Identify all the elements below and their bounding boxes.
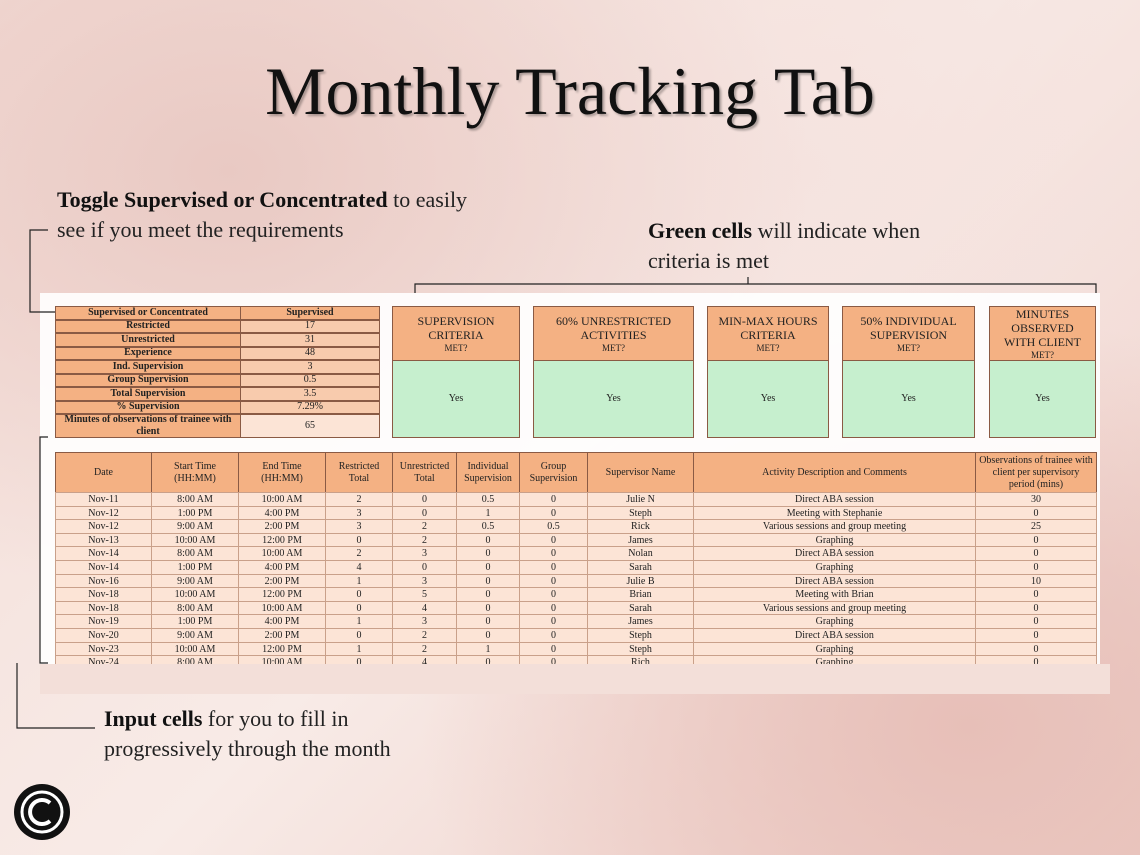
summary-label: Supervised or Concentrated: [55, 306, 241, 320]
criteria-result: Yes: [842, 360, 975, 438]
column-header: Restricted Total: [325, 452, 393, 493]
toggle-callout: Toggle Supervised or Concentrated to eas…: [57, 185, 477, 245]
criteria-title: MIN-MAX HOURS CRITERIA: [718, 313, 818, 342]
criteria-title: SUPERVISION CRITERIA: [417, 313, 495, 342]
column-header: Activity Description and Comments: [693, 452, 976, 493]
column-header: Individual Supervision: [456, 452, 520, 493]
criteria-sub: MET?: [897, 342, 920, 353]
green-callout: Green cells will indicate when criteria …: [648, 216, 948, 276]
criteria-header: SUPERVISION CRITERIA MET?: [392, 306, 520, 361]
title: Monthly Tracking Tab: [265, 53, 875, 129]
bracket: [16, 663, 95, 729]
criteria-sub: MET?: [444, 342, 468, 353]
criteria-result: Yes: [392, 360, 520, 438]
backdrop: [40, 664, 1110, 694]
criteria-sub: MET?: [756, 342, 780, 353]
callout-bold: Toggle Supervised or Concentrated: [57, 187, 388, 212]
copyright-icon: [28, 798, 52, 826]
criteria-sub: MET?: [602, 342, 625, 353]
bracket: [414, 283, 1097, 293]
criteria-header: 60% UNRESTRICTED ACTIVITIES MET?: [533, 306, 694, 361]
criteria-title: 50% INDIVIDUAL SUPERVISION: [860, 313, 957, 342]
column-header: Group Supervision: [519, 452, 588, 493]
summary-value: 31: [240, 333, 380, 347]
summary-value: 65: [240, 414, 380, 438]
summary-value: Supervised: [240, 306, 380, 320]
summary-label: Experience: [55, 346, 241, 360]
summary-value: 3: [240, 360, 380, 374]
callout-bold: Input cells: [104, 706, 203, 731]
summary-label: Unrestricted: [55, 333, 241, 347]
input-callout: Input cells for you to fill in progressi…: [104, 704, 424, 764]
criteria-header: MIN-MAX HOURS CRITERIA MET?: [707, 306, 829, 361]
column-header: Observations of trainee with client per …: [975, 452, 1097, 493]
criteria-header: MINUTES OBSERVED WITH CLIENT MET?: [989, 306, 1096, 361]
summary-value: 48: [240, 346, 380, 360]
summary-value: 3.5: [240, 387, 380, 401]
summary-value: 17: [240, 319, 380, 333]
criteria-result: Yes: [707, 360, 829, 438]
copyright-icon: [20, 790, 64, 834]
criteria-title: 60% UNRESTRICTED ACTIVITIES: [556, 313, 671, 342]
callout-text: to easily see if you meet the requiremen…: [57, 187, 468, 242]
criteria-result: Yes: [533, 360, 694, 438]
callout-bold: Green cells: [648, 218, 753, 243]
criteria-result: Yes: [989, 360, 1096, 438]
criteria-sub: MET?: [1031, 349, 1054, 360]
criteria-title: MINUTES OBSERVED WITH CLIENT: [1004, 306, 1081, 349]
callout-text: will indicate when criteria is met: [648, 218, 921, 273]
callout-text: for you to fill in progressively through…: [104, 706, 391, 761]
summary-value: 0.5: [240, 373, 380, 387]
summary-value: 7.29%: [240, 400, 380, 414]
summary-label: Minutes of observations of trainee with …: [55, 414, 241, 438]
summary-label: Group Supervision: [55, 373, 241, 387]
bracket: [39, 436, 48, 664]
bracket: [29, 229, 55, 313]
